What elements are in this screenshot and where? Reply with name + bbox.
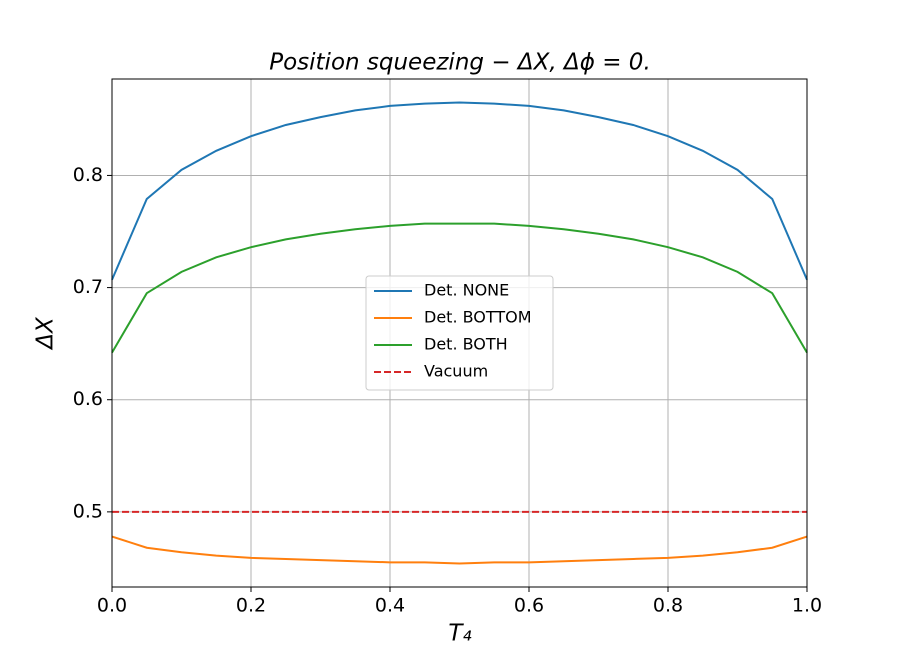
x-tick-label: 0.8 (653, 595, 683, 617)
series-line (111, 222, 808, 354)
y-tick-label: 0.6 (73, 388, 103, 410)
y-tick-label: 0.8 (73, 164, 103, 186)
x-tick-label: 1.0 (792, 595, 822, 617)
x-tick-label: 0.4 (375, 595, 405, 617)
chart-title: Position squeezing − ΔX, Δϕ = 0. (269, 50, 651, 76)
y-axis-label: ΔX (33, 316, 59, 351)
legend-label: Det. BOTH (424, 335, 508, 354)
legend-label: Vacuum (424, 362, 488, 381)
legend-box (365, 275, 554, 391)
x-axis-label: T₄ (448, 621, 471, 647)
legend-label: Det. NONE (424, 281, 509, 300)
legend: Det. NONE Det. BOTTOM Det. BOTH Vacuum (365, 275, 554, 391)
x-tick-label: 0.2 (236, 595, 266, 617)
series-line (111, 101, 808, 281)
series-line (111, 535, 808, 565)
y-tick-label: 0.5 (73, 500, 103, 522)
plot-frame (111, 78, 808, 588)
legend-label: Det. BOTTOM (424, 308, 532, 327)
y-tick-label: 0.7 (73, 276, 103, 298)
x-tick-label: 0.0 (97, 595, 127, 617)
x-tick-label: 0.6 (514, 595, 544, 617)
